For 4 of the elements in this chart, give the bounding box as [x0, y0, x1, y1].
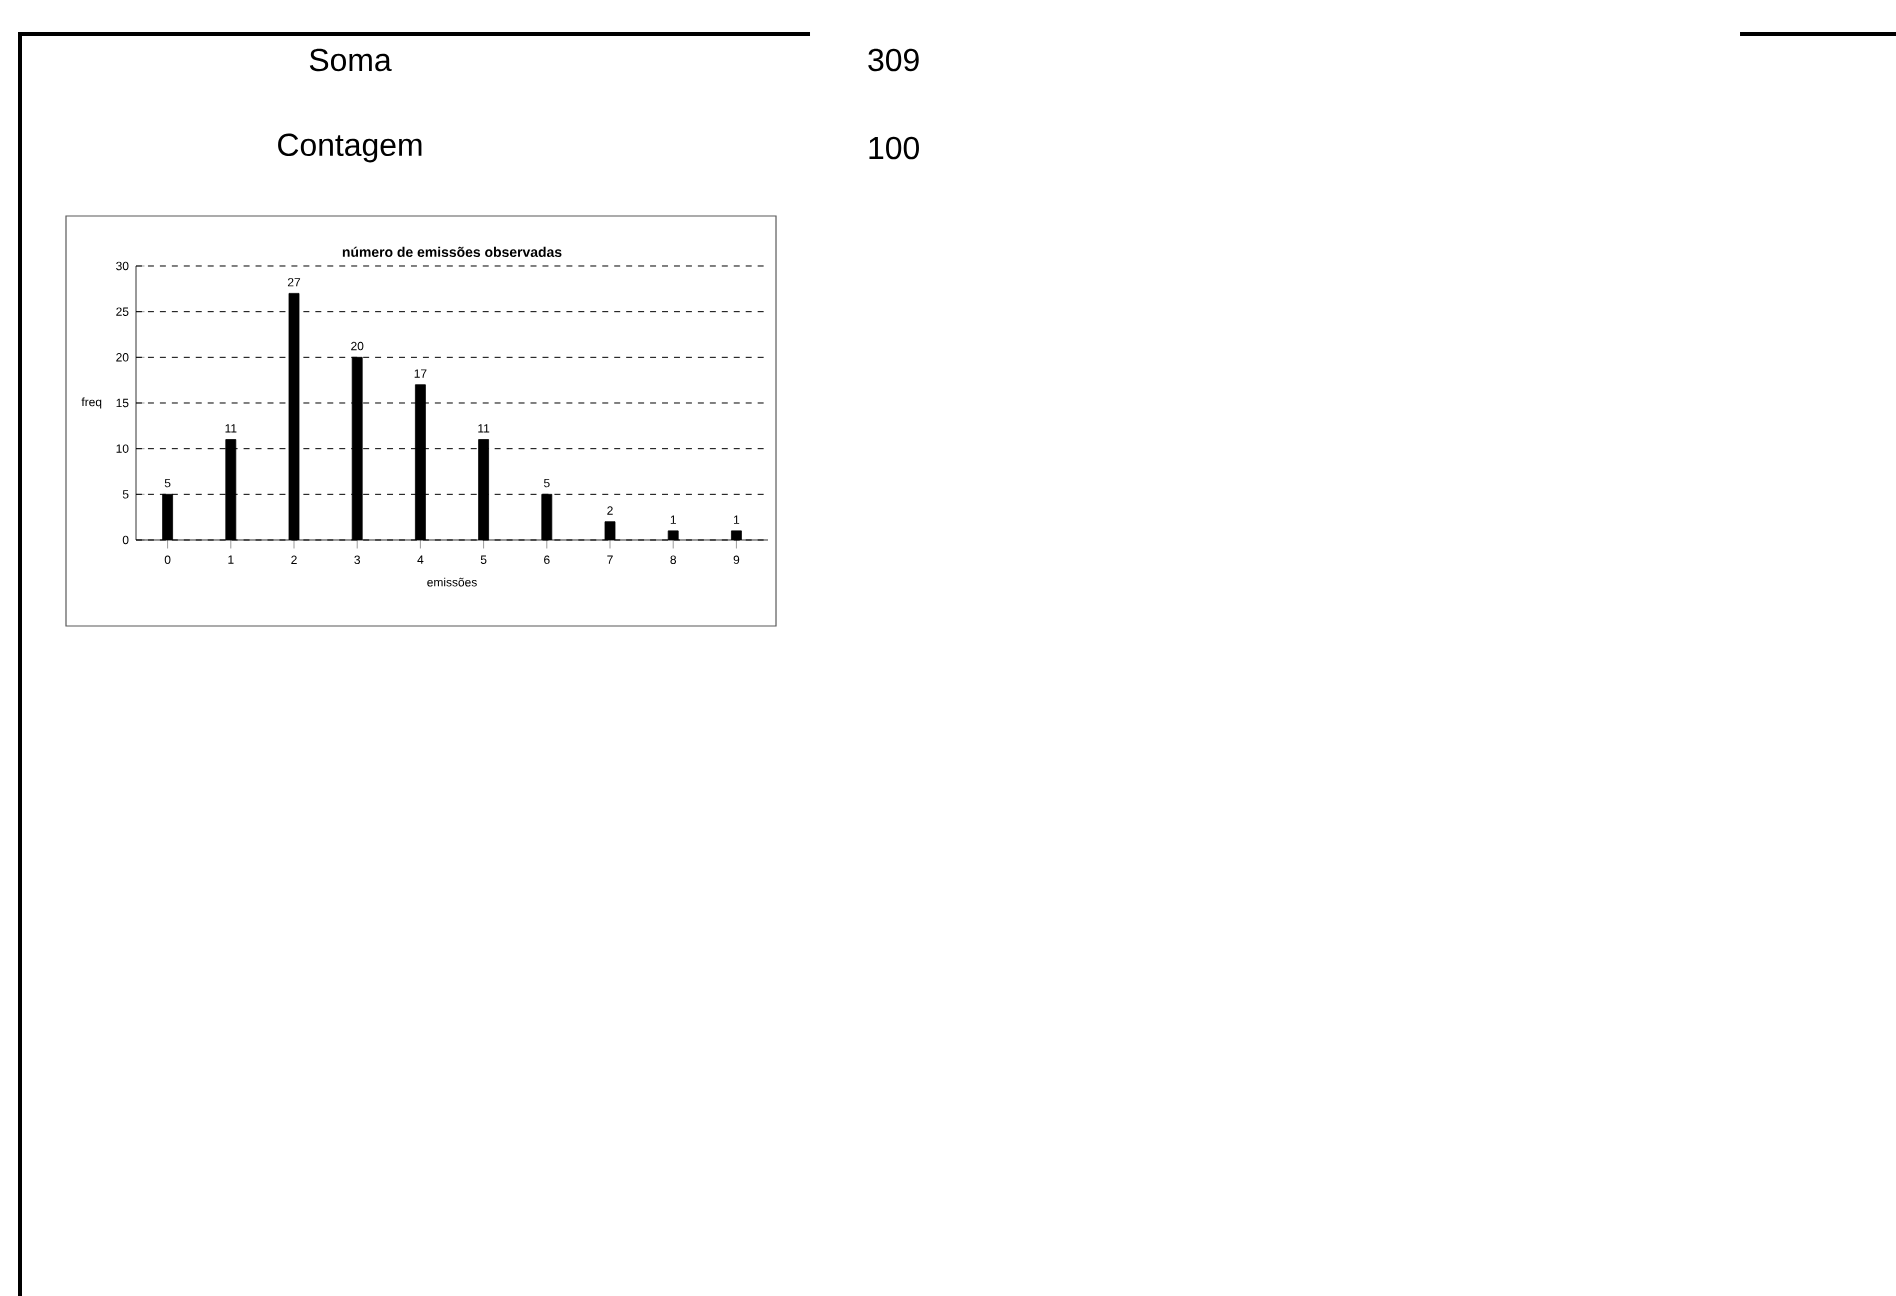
text: 309 [868, 48, 919, 72]
text: Soma [309, 48, 392, 72]
text: Contagem [278, 133, 422, 163]
text: 100 [869, 136, 919, 160]
